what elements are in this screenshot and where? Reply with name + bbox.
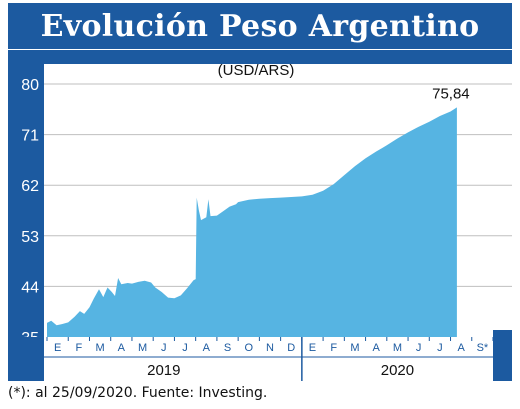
axis-corner: [8, 337, 44, 381]
y-tick-label: 71: [21, 128, 39, 145]
x-tick-label: F: [75, 342, 82, 354]
y-tick-label: 53: [21, 229, 39, 246]
x-tick-label: A: [373, 342, 381, 354]
source-note: (*): al 25/09/2020. Fuente: Investing.: [8, 385, 268, 401]
x-tick-label: M: [138, 342, 147, 354]
unit-label: (USD/ARS): [218, 62, 295, 79]
x-tick-label: D: [287, 342, 295, 354]
x-tick-label: A: [118, 342, 126, 354]
x-tick-label: S: [224, 342, 231, 354]
x-tick-label: J: [182, 342, 188, 354]
year-label: 2019: [147, 362, 180, 379]
x-tick-label: M: [350, 342, 359, 354]
chart-title: Evolución Peso Argentino: [40, 8, 480, 44]
x-tick-label: A: [457, 342, 465, 354]
x-tick-label: M: [96, 342, 105, 354]
x-axis-band: [8, 337, 512, 381]
y-tick-labels: 354453627180: [21, 77, 39, 347]
x-tick-label: J: [437, 342, 443, 354]
y-tick-label: 44: [21, 279, 39, 296]
y-tick-label: 62: [21, 178, 39, 195]
y-tick-label: 80: [21, 77, 39, 94]
x-tick-label: M: [393, 342, 402, 354]
x-tick-label: E: [309, 342, 316, 354]
year-labels: 2019 2020: [147, 362, 414, 379]
x-tick-label: E: [54, 342, 61, 354]
x-tick-label: J: [161, 342, 167, 354]
title-banner: Evolución Peso Argentino: [8, 3, 512, 49]
year-label: 2020: [381, 362, 414, 379]
exchange-rate-area: [47, 107, 457, 338]
x-tick-label: O: [244, 342, 253, 354]
x-tick-labels: E F M A M J J A S O N D E F M A M J J A S*: [8, 330, 512, 381]
x-tick-label: A: [203, 342, 211, 354]
x-tick-label: N: [266, 342, 274, 354]
x-tick-label: J: [416, 342, 422, 354]
x-tick-label: S*: [477, 342, 489, 354]
axis-right-edge: [493, 330, 512, 381]
last-value-label: 75,84: [432, 85, 470, 102]
x-tick-label: F: [330, 342, 337, 354]
